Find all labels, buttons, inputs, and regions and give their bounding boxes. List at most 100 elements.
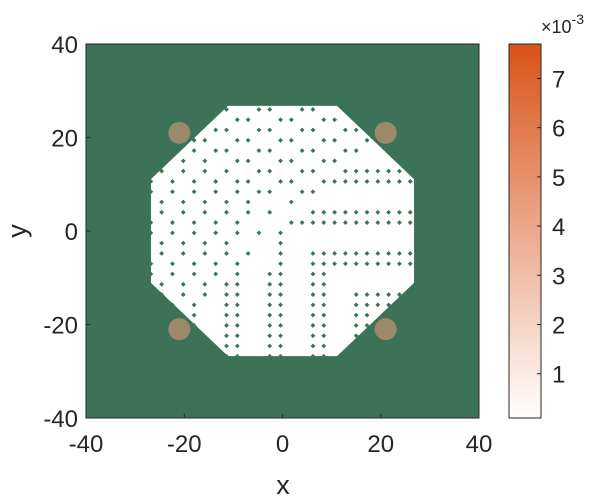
lattice-cell [159, 209, 165, 215]
lattice-cell [245, 179, 251, 184]
colorbar-tick-label: 2 [552, 313, 565, 340]
lattice-cell [364, 323, 370, 328]
lattice-cell [321, 251, 327, 256]
lattice-cell [310, 302, 316, 308]
lattice-cell [234, 302, 240, 308]
lattice-cell [278, 281, 283, 287]
lattice-cell [150, 220, 154, 225]
lattice-cell [375, 251, 381, 256]
lattice-cell [234, 189, 240, 195]
lattice-cell [213, 148, 219, 153]
lattice-cell [267, 148, 273, 153]
lattice-cell [386, 251, 392, 256]
lattice-cell [353, 312, 359, 318]
lattice-cell [150, 271, 154, 277]
lattice-cell [278, 117, 283, 123]
lattice-cell [407, 261, 413, 267]
lattice-cell [256, 168, 262, 174]
lattice-cell [321, 261, 327, 267]
hotspot [374, 121, 397, 144]
lattice-cell [321, 292, 327, 297]
lattice-cell [191, 261, 197, 267]
lattice-cell [224, 251, 229, 256]
lattice-cell [364, 251, 370, 256]
lattice-cell [310, 281, 316, 287]
hotspot [168, 318, 191, 341]
lattice-cell [364, 168, 370, 174]
lattice-cell [278, 333, 283, 339]
y-tick-label: 40 [51, 32, 78, 59]
lattice-cell [386, 168, 392, 174]
lattice-cell [375, 292, 381, 297]
lattice-cell [191, 179, 197, 184]
lattice-cell [310, 189, 316, 195]
colorbar-tick-label: 5 [552, 165, 565, 192]
lattice-cell [234, 179, 240, 184]
lattice-cell [170, 261, 175, 267]
lattice-cell [224, 323, 229, 328]
lattice-cell [278, 343, 283, 349]
lattice-cell [310, 292, 316, 297]
lattice-cell [191, 230, 197, 236]
colorbar-tick-label: 6 [552, 116, 565, 143]
lattice-cell [159, 199, 165, 205]
lattice-cell [310, 353, 316, 357]
lattice-cell [321, 281, 327, 287]
lattice-cell [202, 209, 208, 215]
lattice-cell [397, 251, 402, 256]
lattice-cell [234, 353, 240, 357]
lattice-cell [245, 117, 251, 123]
lattice-cell [375, 220, 381, 225]
lattice-cell [150, 189, 154, 195]
lattice-cell [245, 158, 251, 164]
lattice-cell [353, 302, 359, 308]
lattice-cell [364, 137, 370, 143]
lattice-cell [234, 158, 240, 164]
lattice-cell [353, 127, 359, 133]
lattice-cell [310, 148, 316, 153]
lattice-cell [288, 137, 294, 143]
lattice-cell [202, 168, 208, 174]
x-tick-label: 20 [367, 431, 394, 458]
lattice-cell [353, 261, 359, 267]
lattice-cell [170, 179, 175, 184]
lattice-cell [159, 240, 165, 246]
lattice-cell [180, 199, 186, 205]
lattice-cell [407, 209, 413, 215]
lattice-cell [267, 189, 273, 195]
lattice-cell [278, 271, 283, 277]
lattice-cell [310, 323, 316, 328]
lattice-cell [191, 189, 197, 195]
x-tick-label: -40 [69, 431, 104, 458]
lattice-fill [150, 105, 415, 357]
lattice-cell [202, 137, 208, 143]
lattice-pattern [150, 105, 415, 357]
lattice-cell [224, 127, 229, 133]
lattice-cell [170, 220, 175, 225]
colorbar-exponent: ×10-3 [541, 11, 584, 37]
lattice-cell [256, 107, 262, 112]
lattice-cell [224, 199, 229, 205]
lattice-cell [224, 281, 229, 287]
lattice-cell [278, 353, 283, 357]
lattice-cell [332, 158, 337, 164]
lattice-cell [397, 168, 402, 174]
lattice-cell [310, 220, 316, 225]
lattice-cell [321, 158, 327, 164]
lattice-cell [150, 261, 154, 267]
lattice-cell [375, 302, 381, 308]
y-tick-label: 0 [65, 219, 78, 246]
colorbar-tick-label: 1 [552, 362, 565, 389]
lattice-cell [332, 117, 337, 123]
lattice-cell [397, 179, 402, 184]
y-tick-label: 20 [51, 126, 78, 153]
y-tick-label: -40 [43, 406, 78, 433]
lattice-cell [278, 240, 283, 246]
lattice-cell [321, 209, 327, 215]
lattice-cell [267, 353, 273, 357]
lattice-cell [191, 312, 197, 318]
lattice-cell [170, 271, 175, 277]
lattice-cell [278, 158, 283, 164]
lattice-cell [245, 137, 251, 143]
lattice-cell [213, 220, 219, 225]
